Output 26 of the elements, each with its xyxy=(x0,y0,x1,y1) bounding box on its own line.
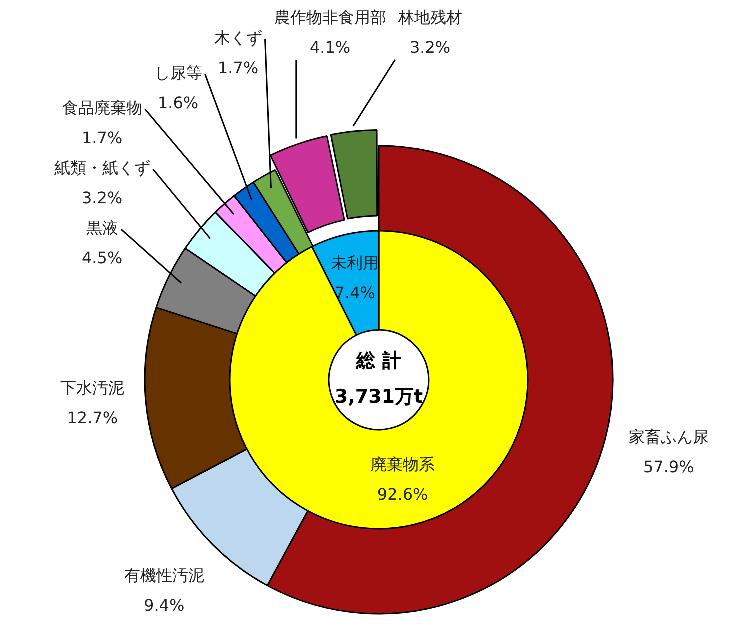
slice-label: し尿等 xyxy=(154,64,202,83)
data-label: 1.7% xyxy=(82,128,123,148)
text: 3,731万t xyxy=(334,386,424,408)
slice-label: 木くず xyxy=(214,28,262,48)
slice-label: 廃棄物系 xyxy=(370,454,435,474)
slice-label: 黒液 xyxy=(86,218,118,238)
data-label: 12.7% xyxy=(67,408,118,428)
slice-label: 農作物非食用部 xyxy=(274,8,386,28)
slice-label: 食品廃棄物 xyxy=(62,98,142,118)
text: 総 計 xyxy=(356,350,402,372)
slice-label: 家畜ふん尿 xyxy=(628,428,709,447)
data-label: 4.5% xyxy=(82,248,123,268)
data-label: 57.9% xyxy=(643,458,694,477)
data-label: 3.2% xyxy=(410,38,451,58)
data-label: 7.4% xyxy=(334,283,376,302)
data-label: 9.4% xyxy=(144,596,185,616)
slice-label: 紙類・紙くず xyxy=(54,158,150,178)
data-label: 1.6% xyxy=(158,94,199,113)
slice-label: 林地残材 xyxy=(397,8,462,28)
data-label: 92.6% xyxy=(377,484,428,504)
data-label: 1.7% xyxy=(218,58,259,78)
data-label: 4.1% xyxy=(310,38,351,58)
data-label: 3.2% xyxy=(82,188,123,208)
slice-label: 下水汚泥 xyxy=(60,378,125,398)
slice-label: 有機性汚泥 xyxy=(124,566,204,586)
slice-label: 未利用 xyxy=(331,253,380,272)
